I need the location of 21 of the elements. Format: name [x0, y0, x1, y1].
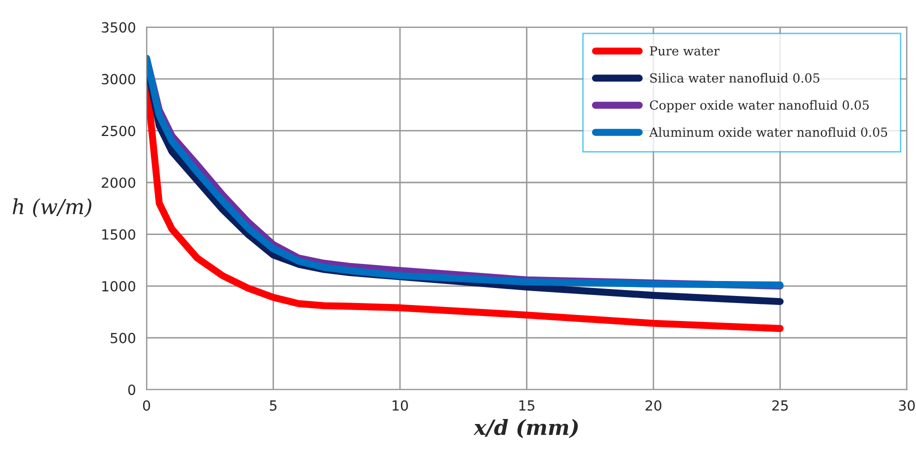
x-tick-label: 5 [270, 400, 276, 411]
legend-label: Silica water nanofluid 0.05 [650, 73, 820, 83]
x-tick-label: 20 [646, 400, 662, 411]
legend-label: Aluminum oxide water nanofluid 0.05 [649, 127, 888, 137]
x-tick-label: 15 [519, 400, 534, 411]
y-tick-label: 500 [110, 332, 136, 344]
y-tick-label: 1500 [102, 229, 136, 240]
x-tick-label: 30 [899, 400, 915, 411]
y-tick-label: 2500 [102, 126, 136, 136]
x-tick-label: 25 [772, 400, 788, 411]
legend-label: Copper oxide water nanofluid 0.05 [650, 100, 869, 112]
y-tick-label: 3500 [102, 22, 136, 33]
y-tick-label: 3000 [102, 74, 136, 84]
y-tick-label: 2000 [102, 177, 136, 188]
y-tick-label: 1000 [102, 281, 136, 292]
x-tick-label: 10 [392, 400, 408, 411]
x-axis-title: x/d (mm) [474, 418, 578, 438]
y-axis-title: h (w/m) [12, 198, 92, 218]
x-tick-label: 0 [143, 400, 150, 411]
legend-label: Pure water [650, 46, 720, 56]
y-tick-label: 0 [128, 384, 136, 396]
